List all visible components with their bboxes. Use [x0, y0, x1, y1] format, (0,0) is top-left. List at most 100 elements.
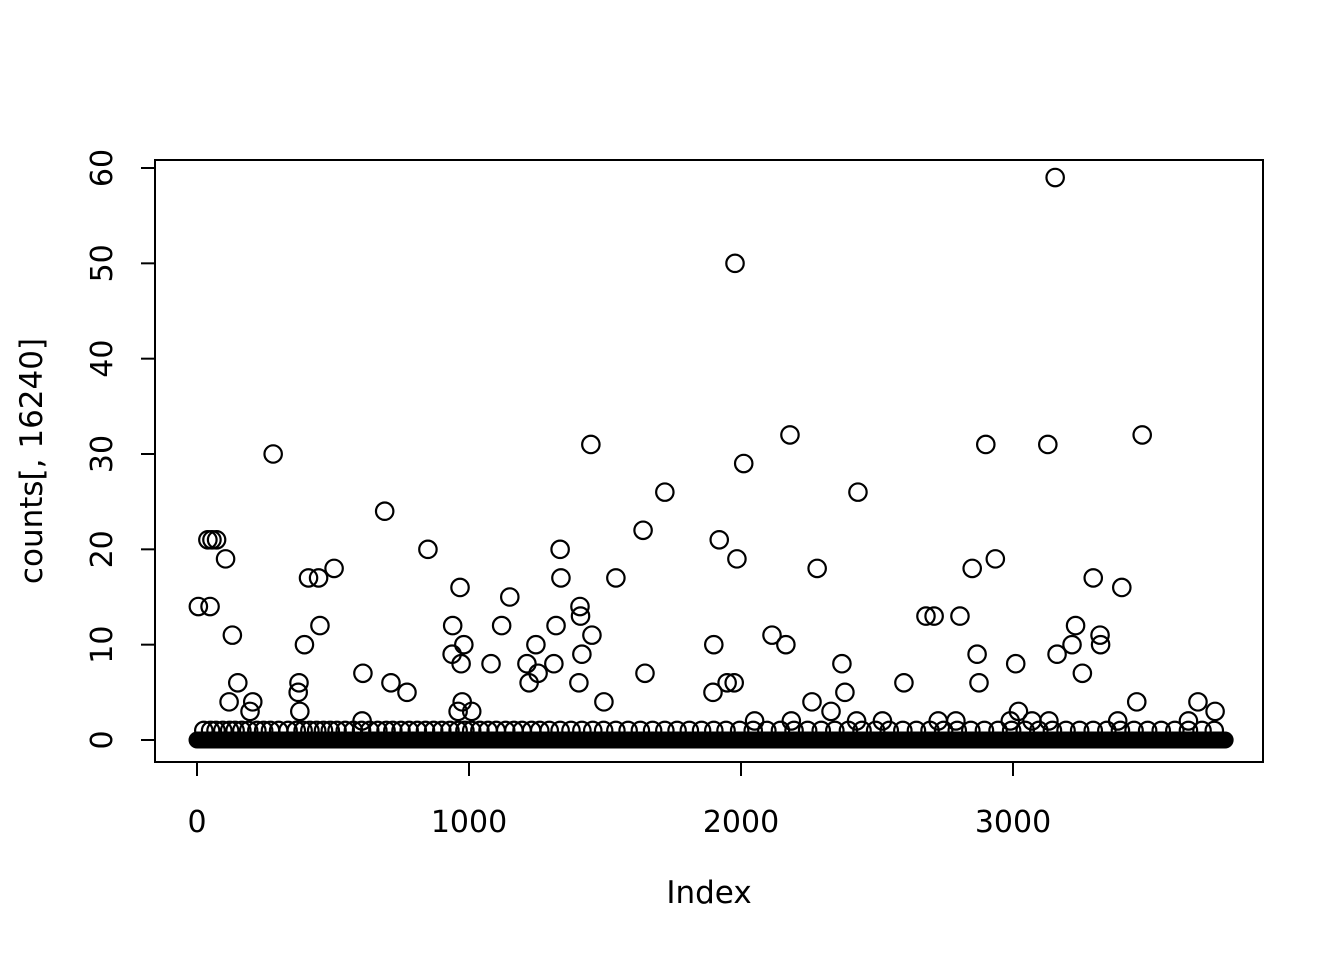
one-count-point [1165, 720, 1185, 741]
one-count-point [219, 720, 240, 741]
data-point [832, 653, 852, 674]
one-count-point [642, 720, 663, 741]
one-count-point [691, 720, 712, 741]
data-point [1062, 634, 1082, 655]
data-point [703, 682, 723, 703]
data-point [517, 653, 537, 674]
data-point [969, 673, 989, 693]
data-point [633, 520, 653, 541]
data-point [374, 501, 395, 522]
data-point [635, 663, 655, 684]
one-count-point [933, 720, 954, 741]
one-count-point [1083, 720, 1104, 741]
data-point [298, 568, 319, 588]
one-count-point [550, 720, 570, 741]
one-count-point [1204, 720, 1225, 741]
data-point [222, 625, 243, 645]
data-point [263, 444, 283, 464]
data-point [450, 577, 470, 598]
one-count-point [232, 720, 252, 741]
one-count-point [213, 720, 233, 741]
data-point [967, 644, 987, 665]
one-count-point [368, 720, 388, 741]
y-tick-label: 30 [85, 435, 120, 473]
data-point [1112, 577, 1132, 598]
one-count-point [852, 720, 872, 741]
data-point [802, 692, 822, 712]
data-point [916, 606, 936, 626]
one-count-point [539, 720, 560, 741]
x-tick-label: 2000 [703, 805, 779, 840]
data-point [835, 682, 855, 703]
data-point [727, 549, 747, 569]
plot-box [154, 159, 1264, 763]
one-count-point [743, 720, 764, 741]
data-point [780, 425, 800, 445]
one-count-point [593, 720, 614, 741]
y-tick-label: 60 [85, 149, 120, 187]
data-point [1039, 711, 1059, 731]
data-point [1008, 701, 1029, 722]
one-count-point [1110, 720, 1131, 741]
one-count-point [448, 720, 468, 741]
data-point [381, 673, 401, 693]
data-point [950, 606, 970, 626]
data-point [1205, 701, 1225, 722]
data-point [294, 634, 315, 655]
data-point [1107, 711, 1128, 731]
one-count-point [906, 720, 927, 741]
data-point [215, 549, 236, 569]
one-count-point [988, 720, 1008, 741]
one-count-point [206, 720, 226, 741]
data-point [451, 653, 471, 674]
one-count-point [313, 720, 334, 741]
x-axis-label: Index [666, 875, 751, 911]
one-count-point [947, 720, 968, 741]
one-count-point [757, 720, 777, 741]
one-count-point [1151, 720, 1172, 741]
data-point [200, 596, 220, 617]
data-point [290, 701, 310, 722]
y-tick-label: 50 [85, 244, 120, 282]
one-count-point [286, 720, 307, 741]
one-count-point [811, 720, 832, 741]
data-point [397, 682, 417, 703]
x-tick-label: 1000 [431, 805, 507, 840]
one-count-point [1124, 720, 1144, 741]
data-point [848, 482, 868, 502]
y-tick-label: 10 [85, 626, 120, 664]
data-point [544, 653, 564, 674]
data-point [1132, 425, 1152, 445]
data-point [526, 634, 546, 655]
one-count-point [194, 720, 214, 741]
one-count-point [1178, 720, 1199, 741]
data-point [606, 568, 626, 588]
data-point [499, 587, 520, 607]
one-count-point [1042, 720, 1063, 741]
data-point [546, 615, 566, 636]
data-point [242, 692, 263, 712]
data-point [762, 625, 782, 645]
data-point [461, 701, 482, 722]
one-count-point [293, 720, 313, 741]
data-point [569, 673, 589, 693]
data-point [442, 615, 463, 636]
data-point [724, 673, 744, 693]
data-point [821, 701, 841, 722]
one-count-point [561, 720, 581, 741]
data-point [481, 653, 501, 674]
one-count-point [225, 720, 245, 741]
data-point [594, 692, 614, 712]
data-point [709, 530, 730, 550]
data-point [324, 558, 344, 579]
data-point [308, 568, 329, 588]
data-point [1090, 634, 1111, 655]
data-point [570, 606, 591, 626]
one-count-point [1137, 720, 1158, 741]
data-point [448, 701, 468, 722]
one-count-point [278, 720, 298, 741]
data-point [491, 615, 512, 636]
data-point [894, 673, 914, 693]
